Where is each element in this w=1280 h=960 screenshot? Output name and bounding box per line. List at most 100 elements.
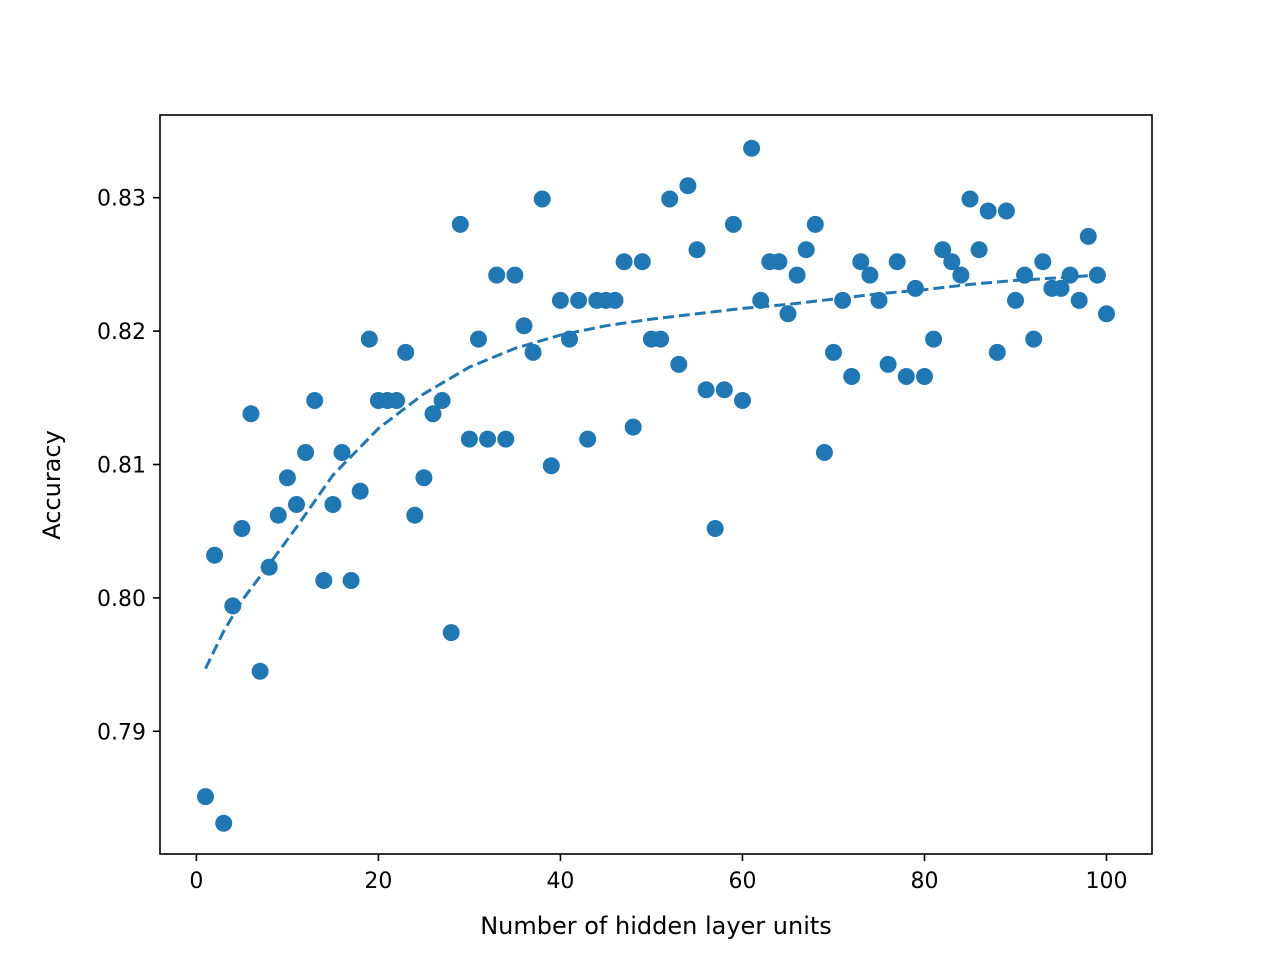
x-tick-label: 20 xyxy=(364,869,392,894)
data-point xyxy=(679,177,697,195)
data-point xyxy=(633,253,651,271)
x-axis-label: Number of hidden layer units xyxy=(480,912,832,940)
x-tick-label: 0 xyxy=(189,869,203,894)
data-point xyxy=(624,418,642,436)
data-point xyxy=(406,506,424,524)
data-point xyxy=(952,266,970,284)
data-point xyxy=(1079,227,1097,245)
data-point xyxy=(788,266,806,284)
data-point xyxy=(570,291,588,309)
data-point xyxy=(442,624,460,642)
data-point xyxy=(251,662,269,680)
y-tick-label: 0.81 xyxy=(97,453,146,478)
data-point xyxy=(424,405,442,423)
data-point xyxy=(342,572,360,589)
data-point xyxy=(852,253,870,271)
data-point xyxy=(306,392,324,409)
y-tick-label: 0.80 xyxy=(97,587,146,612)
data-point xyxy=(715,381,733,399)
data-point xyxy=(806,215,824,233)
data-point xyxy=(506,266,524,284)
data-point xyxy=(1016,266,1034,284)
data-point xyxy=(542,457,560,475)
data-point xyxy=(825,343,842,361)
data-point xyxy=(388,392,406,409)
data-point xyxy=(360,330,378,348)
data-point xyxy=(297,444,315,461)
data-point xyxy=(779,305,797,323)
data-point xyxy=(979,202,997,220)
data-point xyxy=(770,253,788,271)
data-point xyxy=(888,253,906,271)
data-point xyxy=(324,496,342,513)
data-point xyxy=(260,558,278,576)
data-point xyxy=(943,253,961,271)
data-point xyxy=(1025,330,1043,348)
data-point xyxy=(351,482,369,500)
data-point xyxy=(688,241,706,259)
data-point xyxy=(752,291,770,309)
data-point xyxy=(242,405,260,423)
data-point xyxy=(961,190,979,208)
data-point xyxy=(797,241,815,259)
data-point xyxy=(870,291,888,309)
data-point xyxy=(934,241,952,259)
data-point xyxy=(561,330,578,348)
data-point xyxy=(1098,305,1115,323)
data-point xyxy=(697,381,715,399)
data-point xyxy=(879,355,897,373)
data-point xyxy=(906,279,924,297)
data-point xyxy=(1052,279,1070,297)
data-point xyxy=(1034,253,1052,271)
data-point xyxy=(615,253,633,271)
data-point xyxy=(670,355,688,373)
data-point xyxy=(515,317,533,335)
data-point xyxy=(606,291,624,309)
data-point xyxy=(533,190,551,208)
data-point xyxy=(661,190,679,208)
data-point xyxy=(415,469,433,487)
data-point xyxy=(1088,266,1106,284)
x-tick-label: 100 xyxy=(1085,869,1127,894)
data-point xyxy=(743,139,761,157)
data-point xyxy=(861,266,879,284)
x-tick-label: 40 xyxy=(546,869,574,894)
data-point xyxy=(724,215,742,233)
data-point xyxy=(397,343,415,361)
data-point xyxy=(706,520,724,537)
data-point xyxy=(815,444,833,461)
data-point xyxy=(197,788,214,806)
data-point xyxy=(315,572,333,589)
y-tick-label: 0.82 xyxy=(97,320,146,345)
data-point xyxy=(1007,291,1024,309)
data-point xyxy=(652,330,670,348)
data-point xyxy=(451,215,469,233)
data-point xyxy=(479,430,497,448)
data-point xyxy=(834,291,852,309)
data-point xyxy=(433,392,451,409)
trend-line xyxy=(204,273,1098,670)
data-point xyxy=(470,330,487,348)
data-point xyxy=(224,597,242,615)
data-point xyxy=(288,496,305,513)
data-point xyxy=(497,430,515,448)
data-point xyxy=(843,368,861,385)
data-point xyxy=(333,444,351,461)
data-point xyxy=(215,814,233,832)
y-tick-label: 0.79 xyxy=(97,720,146,745)
y-axis: 0.79 0.80 0.81 0.82 0.83 xyxy=(97,187,160,745)
data-point xyxy=(269,506,287,524)
data-point xyxy=(579,430,597,448)
data-point xyxy=(988,343,1006,361)
data-point xyxy=(916,368,933,385)
data-point xyxy=(997,202,1015,220)
data-point xyxy=(897,368,915,385)
data-point xyxy=(488,266,506,284)
plot-area xyxy=(197,139,1115,832)
data-point xyxy=(206,546,224,564)
data-point xyxy=(460,430,478,448)
y-tick-label: 0.83 xyxy=(97,187,146,212)
axes-frame xyxy=(159,114,1153,855)
